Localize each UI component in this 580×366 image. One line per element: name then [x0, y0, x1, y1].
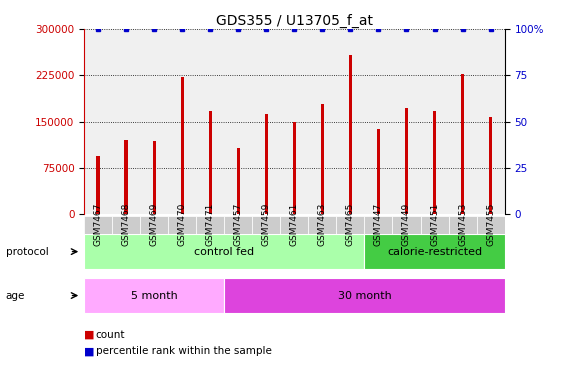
Text: GSM7447: GSM7447 — [374, 202, 383, 246]
Text: GSM7468: GSM7468 — [122, 202, 130, 246]
Bar — [180, 77, 184, 214]
Bar — [168, 216, 196, 238]
Text: percentile rank within the sample: percentile rank within the sample — [96, 346, 271, 356]
Text: GSM7470: GSM7470 — [177, 202, 187, 246]
Bar — [433, 111, 436, 214]
Text: GSM7457: GSM7457 — [234, 202, 243, 246]
Bar — [489, 117, 492, 214]
Text: GSM7471: GSM7471 — [206, 202, 215, 246]
Bar — [280, 216, 309, 238]
Bar — [309, 216, 336, 238]
Text: protocol: protocol — [6, 247, 49, 257]
Text: control fed: control fed — [194, 247, 254, 257]
Bar — [364, 234, 505, 269]
Bar — [96, 156, 100, 214]
Bar — [125, 140, 128, 214]
Bar — [364, 216, 393, 238]
Text: GSM7465: GSM7465 — [346, 202, 355, 246]
Text: 5 month: 5 month — [131, 291, 177, 300]
Text: ■: ■ — [84, 330, 95, 340]
Bar — [377, 129, 380, 214]
Text: ■: ■ — [84, 346, 95, 356]
Bar — [140, 216, 168, 238]
Bar — [237, 147, 240, 214]
Bar — [321, 104, 324, 214]
Bar — [153, 141, 156, 214]
Bar — [336, 216, 364, 238]
Text: GSM7469: GSM7469 — [150, 202, 159, 246]
Text: GSM7455: GSM7455 — [486, 202, 495, 246]
Bar — [84, 278, 224, 313]
Bar — [393, 216, 420, 238]
Bar — [84, 234, 364, 269]
Text: GSM7463: GSM7463 — [318, 202, 327, 246]
Bar — [405, 108, 408, 214]
Bar — [112, 216, 140, 238]
Bar — [209, 111, 212, 214]
Bar — [349, 55, 352, 214]
Title: GDS355 / U13705_f_at: GDS355 / U13705_f_at — [216, 14, 373, 28]
Bar — [448, 216, 477, 238]
Text: GSM7451: GSM7451 — [430, 202, 439, 246]
Bar — [224, 278, 505, 313]
Bar — [461, 74, 464, 214]
Bar — [224, 216, 252, 238]
Bar — [84, 216, 112, 238]
Bar — [264, 114, 268, 214]
Bar — [196, 216, 224, 238]
Text: GSM7453: GSM7453 — [458, 202, 467, 246]
Text: GSM7461: GSM7461 — [290, 202, 299, 246]
Text: GSM7449: GSM7449 — [402, 202, 411, 246]
Text: count: count — [96, 330, 125, 340]
Text: GSM7467: GSM7467 — [93, 202, 103, 246]
Text: age: age — [6, 291, 25, 300]
Bar — [252, 216, 280, 238]
Bar — [477, 216, 505, 238]
Text: calorie-restricted: calorie-restricted — [387, 247, 482, 257]
Text: GSM7459: GSM7459 — [262, 202, 271, 246]
Text: 30 month: 30 month — [338, 291, 392, 300]
Bar — [293, 122, 296, 214]
Bar — [420, 216, 448, 238]
